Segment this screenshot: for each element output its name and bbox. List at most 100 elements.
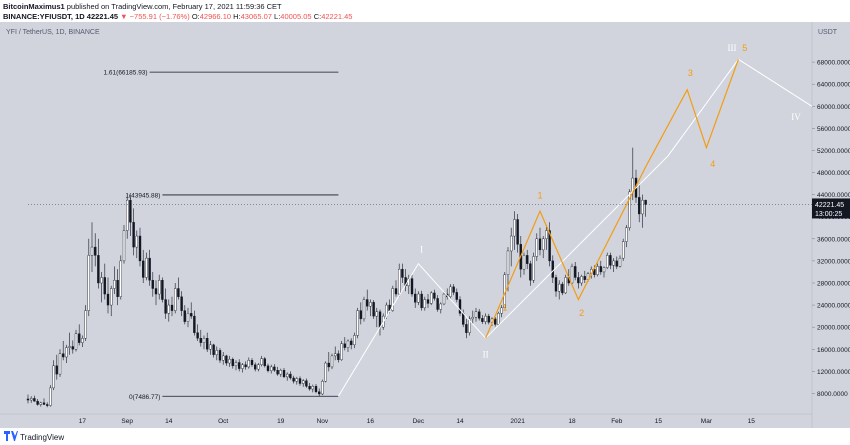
candle-down	[609, 255, 612, 266]
fibonacci-levels[interactable]: 1.61(66185.93) 1(43945.88) 0(7486.77)	[104, 70, 339, 401]
candle-down	[599, 266, 602, 273]
candle-down	[308, 386, 311, 390]
price-tick-label: 16000.0000	[817, 347, 850, 354]
candle-down	[231, 358, 235, 367]
candle-up	[270, 366, 273, 371]
orange-wave-label: 5	[742, 43, 747, 53]
candle-down	[420, 293, 423, 309]
candle-up	[234, 362, 238, 367]
candle-down	[538, 238, 542, 251]
candle-up	[468, 318, 471, 333]
candle-down	[372, 302, 375, 317]
candle-up	[39, 402, 42, 405]
candle-down	[583, 276, 586, 280]
fib-level-label: 1.61(66185.93)	[104, 70, 148, 77]
candle-down	[253, 364, 257, 370]
candle-up	[122, 230, 126, 262]
price-tick-label: 12000.0000	[817, 369, 850, 376]
candle-up	[113, 280, 116, 289]
price-chart[interactable]: YFI / TetherUS, 1D, BINANCE USDT 8000.00…	[0, 22, 850, 428]
candle-down	[465, 324, 468, 333]
candle-up	[302, 380, 305, 384]
ohlc-line: BINANCE:YFIUSDT, 1D 42221.45 ▼ −755.91 (…	[3, 12, 352, 21]
candle-up	[449, 286, 452, 297]
author-name[interactable]: BitcoinMaximus1	[3, 2, 65, 11]
candle-down	[97, 255, 100, 284]
candle-down	[455, 292, 458, 300]
candle-up	[369, 302, 372, 307]
last-price-box	[812, 198, 850, 219]
price-tick-label: 20000.0000	[817, 325, 850, 332]
candle-down	[615, 260, 618, 267]
candle-up	[321, 381, 324, 395]
symbol-interval: BINANCE:YFIUSDT, 1D	[3, 12, 85, 21]
candle-up	[215, 350, 219, 355]
white-wave-label: II	[483, 350, 489, 360]
candle-up	[532, 256, 535, 281]
candle-up	[100, 277, 103, 284]
candle-up	[30, 398, 33, 401]
candle-countdown: 13:00:25	[815, 211, 842, 218]
candle-up	[279, 370, 282, 375]
candle-down	[401, 268, 404, 278]
candle-up	[484, 315, 487, 322]
tradingview-logo[interactable]: TradingView	[4, 431, 64, 442]
candle-up	[625, 227, 628, 242]
candle-down	[452, 286, 455, 293]
time-tick-label: 19	[277, 418, 285, 425]
last-price-label: 42221.45	[815, 202, 844, 209]
time-axis[interactable]: 17 Sep 14 Oct 19 Nov 16 Dec 14 2021 18 Feb 15 Mar 15	[0, 413, 812, 425]
candle-down	[212, 344, 215, 355]
candle-down	[433, 292, 436, 299]
low-value: 40005.05	[280, 12, 312, 21]
candle-down	[318, 391, 321, 395]
candle-up	[535, 238, 538, 257]
price-tick-label: 24000.0000	[817, 303, 850, 310]
candle-down	[106, 293, 110, 306]
time-tick-label: 2021	[510, 418, 525, 425]
candle-down	[273, 366, 276, 371]
candle-up	[602, 267, 606, 273]
candle-down	[487, 315, 490, 323]
candle-up	[596, 266, 599, 275]
price-tick-label: 56000.0000	[817, 126, 850, 133]
white-wave-label: I	[420, 245, 423, 255]
candle-up	[618, 257, 622, 267]
close-value: 42221.45	[321, 12, 353, 21]
candle-up	[167, 304, 171, 314]
candle-down	[577, 277, 580, 284]
orange-wave-label: 4	[710, 159, 715, 169]
last-price-text: 42221.45	[86, 12, 119, 21]
candle-down	[378, 311, 382, 328]
candle-up	[430, 292, 433, 304]
candle-down	[93, 246, 97, 256]
candle-up	[580, 276, 583, 284]
time-tick-label: Nov	[317, 418, 329, 425]
candle-down	[263, 358, 266, 367]
candle-up	[257, 364, 260, 370]
candle-up	[346, 340, 350, 348]
candle-up	[398, 268, 401, 295]
candle-down	[554, 277, 558, 292]
candle-down	[305, 380, 308, 387]
candle-down	[151, 280, 155, 289]
candle-up	[58, 353, 62, 375]
candle-up	[439, 303, 442, 310]
candle-up	[90, 246, 94, 256]
orange-wave-label: 1	[537, 190, 542, 200]
price-tick-label: 44000.0000	[817, 192, 850, 199]
candle-down	[138, 235, 142, 262]
close-label: C:	[313, 12, 322, 21]
candle-up	[522, 255, 526, 270]
time-tick-label: Sep	[121, 418, 133, 425]
candle-down	[193, 315, 196, 333]
footer-bar: TradingView	[0, 428, 850, 445]
candle-up	[52, 365, 55, 389]
candle-up	[295, 378, 298, 382]
candle-up	[311, 386, 314, 390]
publish-info: BitcoinMaximus1 published on TradingView…	[3, 2, 282, 11]
candle-down	[225, 355, 228, 364]
candle-up	[241, 364, 244, 369]
chart-background	[0, 22, 850, 428]
